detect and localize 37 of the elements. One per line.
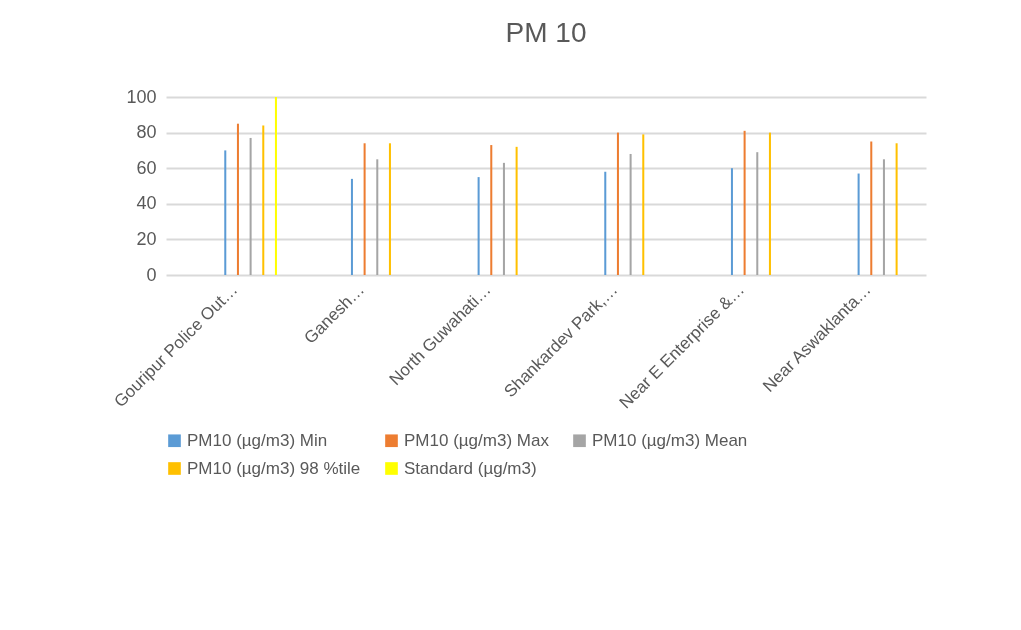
bar: [604, 171, 607, 275]
bar: [224, 150, 227, 275]
bar: [616, 132, 619, 275]
bar: [388, 143, 391, 275]
bar: [882, 159, 885, 275]
bar: [274, 97, 277, 275]
y-tick-label: 60: [136, 157, 157, 178]
bar: [857, 173, 860, 275]
bar: [376, 159, 379, 275]
bar: [895, 143, 898, 275]
legend-label: PM10 (µg/m3) Mean: [592, 430, 748, 450]
legend-label: PM10 (µg/m3) Min: [187, 430, 328, 450]
legend-label: Standard (µg/m3): [404, 458, 537, 478]
bar: [502, 162, 505, 275]
bar: [870, 141, 873, 275]
bar: [262, 125, 265, 275]
bar: [768, 132, 771, 275]
y-tick-label: 40: [136, 193, 157, 214]
bar: [515, 146, 518, 275]
bar: [350, 178, 353, 275]
bar: [249, 137, 252, 275]
legend-label: PM10 (µg/m3) Max: [404, 430, 550, 450]
bar: [743, 130, 746, 275]
y-tick-label: 100: [126, 86, 157, 107]
y-tick-label: 80: [136, 122, 157, 143]
chart-title: PM 10: [505, 17, 587, 48]
bar: [642, 134, 645, 275]
y-tick-label: 20: [136, 228, 157, 249]
bar: [730, 168, 733, 275]
bar: [756, 152, 759, 275]
bar: [490, 145, 493, 275]
bar: [477, 177, 480, 275]
legend-label: PM10 (µg/m3) 98 %tile: [187, 458, 361, 478]
bar: [363, 143, 366, 275]
bar: [629, 153, 632, 275]
bar: [236, 123, 239, 275]
y-tick-label: 0: [146, 264, 157, 285]
